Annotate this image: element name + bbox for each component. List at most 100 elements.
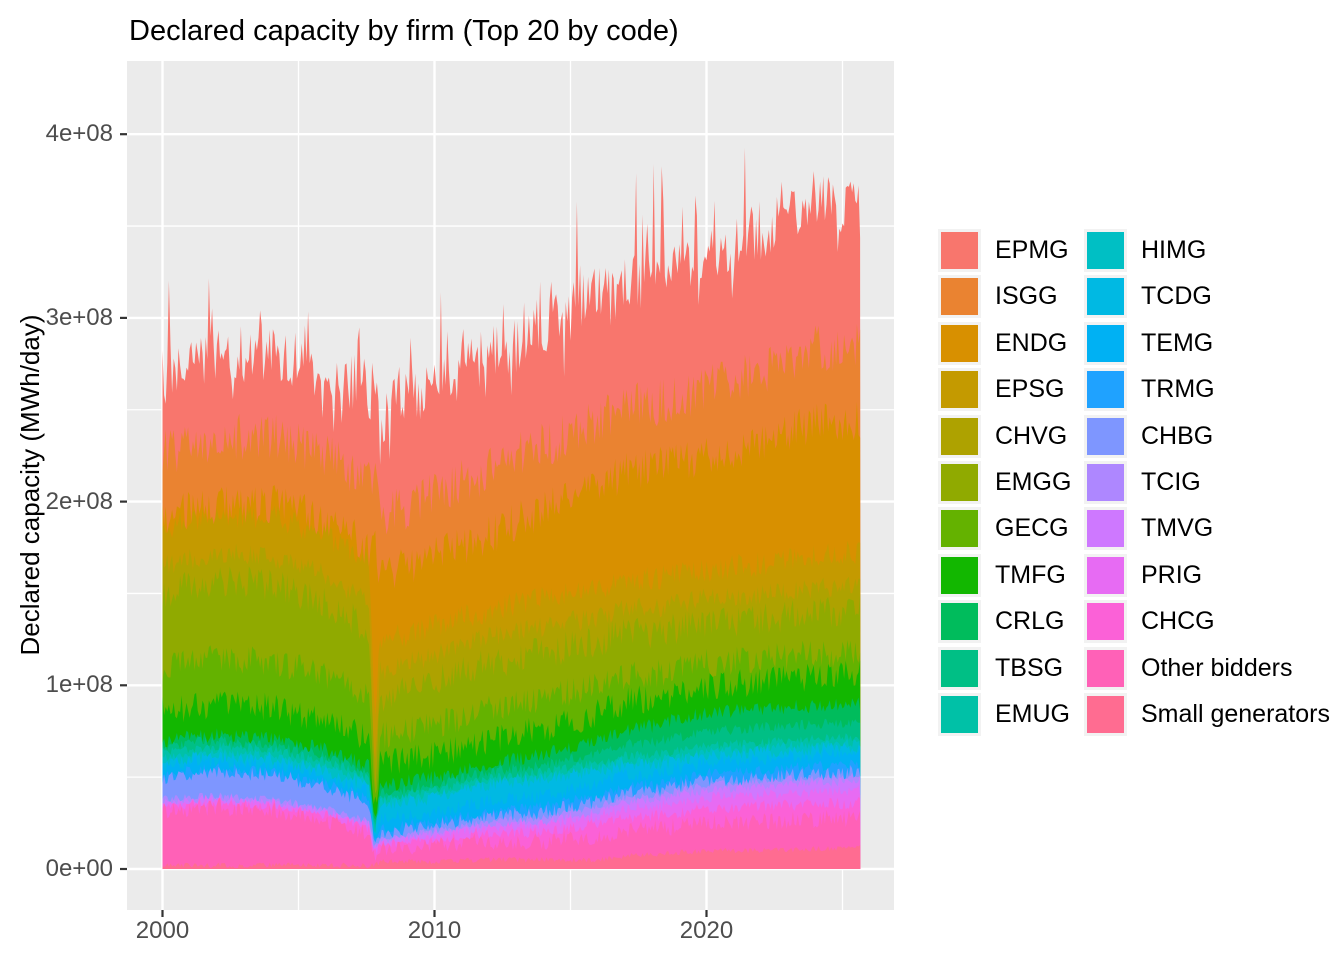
legend-swatch-tmvg: [1087, 510, 1124, 548]
legend-key-tcig: [1084, 460, 1127, 504]
legend-key-prig: [1084, 553, 1127, 597]
legend-label-small-generators: Small generators: [1141, 699, 1330, 728]
legend-label-tmfg: TMFG: [995, 560, 1066, 589]
legend-item-gecg: GECG: [938, 507, 1084, 551]
legend-swatch-trmg: [1087, 371, 1124, 409]
legend-key-tmvg: [1084, 507, 1127, 551]
legend-item-temg: TEMG: [1084, 321, 1330, 365]
legend-swatch-temg: [1087, 324, 1124, 362]
legend-item-other-bidders: Other bidders: [1084, 646, 1330, 690]
x-tick-label-2010: 2010: [407, 917, 462, 944]
legend-key-tcdg: [1084, 275, 1127, 319]
legend-item-small-generators: Small generators: [1084, 692, 1330, 736]
y-tick-label-1e+08: 1e+08: [45, 671, 113, 699]
legend-item-epsg: EPSG: [938, 368, 1084, 412]
legend-item-tmvg: TMVG: [1084, 507, 1330, 551]
y-axis-title: Declared capacity (MWh/day): [15, 314, 45, 656]
x-tick-label-2000: 2000: [135, 917, 190, 944]
legend-item-tcig: TCIG: [1084, 460, 1330, 504]
legend-key-chvg: [938, 414, 981, 458]
legend-item-trmg: TRMG: [1084, 368, 1330, 412]
legend-item-tmfg: TMFG: [938, 553, 1084, 597]
legend: EPMG ISGG ENDG EPSG CHVG EMGG GECG TMFG CRLG TBSG…: [938, 229, 1330, 739]
area-series-small-generators: [162, 845, 861, 869]
y-tick-label-2e+08: 2e+08: [45, 487, 113, 515]
legend-item-tbsg: TBSG: [938, 646, 1084, 690]
legend-swatch-tmfg: [941, 556, 978, 594]
legend-key-isgg: [938, 275, 981, 319]
legend-label-crlg: CRLG: [995, 607, 1065, 636]
legend-label-tcdg: TCDG: [1141, 282, 1212, 311]
legend-swatch-tcig: [1087, 463, 1124, 501]
legend-key-tmfg: [938, 553, 981, 597]
legend-swatch-tbsg: [941, 649, 978, 687]
legend-label-isgg: ISGG: [995, 282, 1058, 311]
legend-item-emgg: EMGG: [938, 460, 1084, 504]
legend-swatch-himg: [1087, 232, 1124, 269]
legend-item-crlg: CRLG: [938, 600, 1084, 644]
legend-swatch-chvg: [941, 417, 978, 455]
legend-swatch-isgg: [941, 278, 978, 316]
legend-label-chvg: CHVG: [995, 421, 1068, 450]
y-tick-label-4e+08: 4e+08: [45, 120, 113, 148]
legend-label-emgg: EMGG: [995, 467, 1072, 496]
legend-label-himg: HIMG: [1141, 236, 1207, 264]
legend-swatch-crlg: [941, 603, 978, 641]
legend-key-trmg: [1084, 368, 1127, 412]
legend-column-1: EPMG ISGG ENDG EPSG CHVG EMGG GECG TMFG CRLG TBSG…: [938, 229, 1084, 739]
legend-item-chbg: CHBG: [1084, 414, 1330, 458]
legend-label-other-bidders: Other bidders: [1141, 653, 1293, 682]
legend-key-small-generators: [1084, 692, 1127, 736]
legend-label-emug: EMUG: [995, 699, 1070, 728]
x-tick-label-2020: 2020: [679, 917, 734, 944]
legend-swatch-tcdg: [1087, 278, 1124, 316]
legend-key-other-bidders: [1084, 646, 1127, 690]
legend-label-tbsg: TBSG: [995, 653, 1064, 682]
legend-key-gecg: [938, 507, 981, 551]
legend-swatch-epsg: [941, 371, 978, 409]
legend-label-epsg: EPSG: [995, 375, 1065, 404]
legend-key-epsg: [938, 368, 981, 412]
legend-item-chvg: CHVG: [938, 414, 1084, 458]
legend-swatch-emug: [941, 695, 978, 733]
legend-label-tmvg: TMVG: [1141, 514, 1214, 543]
legend-label-endg: ENDG: [995, 328, 1068, 357]
legend-item-chcg: CHCG: [1084, 600, 1330, 644]
legend-item-himg: HIMG: [1084, 229, 1330, 272]
legend-label-epmg: EPMG: [995, 236, 1069, 264]
legend-column-2: HIMG TCDG TEMG TRMG CHBG TCIG TMVG PRIG CHCG Othe…: [1084, 229, 1330, 739]
legend-swatch-prig: [1087, 556, 1124, 594]
legend-item-epmg: EPMG: [938, 229, 1084, 272]
legend-key-temg: [1084, 321, 1127, 365]
legend-swatch-chcg: [1087, 603, 1124, 641]
legend-swatch-gecg: [941, 510, 978, 548]
legend-swatch-chbg: [1087, 417, 1124, 455]
legend-key-chcg: [1084, 600, 1127, 644]
legend-key-himg: [1084, 229, 1127, 272]
legend-key-emgg: [938, 460, 981, 504]
legend-label-tcig: TCIG: [1141, 467, 1201, 496]
legend-label-chbg: CHBG: [1141, 421, 1214, 450]
legend-key-crlg: [938, 600, 981, 644]
legend-label-temg: TEMG: [1141, 328, 1214, 357]
legend-item-tcdg: TCDG: [1084, 275, 1330, 319]
legend-item-prig: PRIG: [1084, 553, 1330, 597]
legend-item-emug: EMUG: [938, 692, 1084, 736]
legend-key-chbg: [1084, 414, 1127, 458]
legend-key-tbsg: [938, 646, 981, 690]
legend-key-emug: [938, 692, 981, 736]
legend-swatch-other-bidders: [1087, 649, 1124, 687]
legend-item-isgg: ISGG: [938, 275, 1084, 319]
legend-swatch-epmg: [941, 232, 978, 269]
legend-item-endg: ENDG: [938, 321, 1084, 365]
y-tick-label-3e+08: 3e+08: [45, 303, 113, 331]
legend-label-chcg: CHCG: [1141, 607, 1215, 636]
legend-swatch-small-generators: [1087, 695, 1124, 733]
legend-label-trmg: TRMG: [1141, 375, 1215, 404]
legend-swatch-endg: [941, 324, 978, 362]
legend-key-epmg: [938, 229, 981, 272]
legend-swatch-emgg: [941, 463, 978, 501]
plot-title: Declared capacity by firm (Top 20 by cod…: [129, 15, 679, 47]
